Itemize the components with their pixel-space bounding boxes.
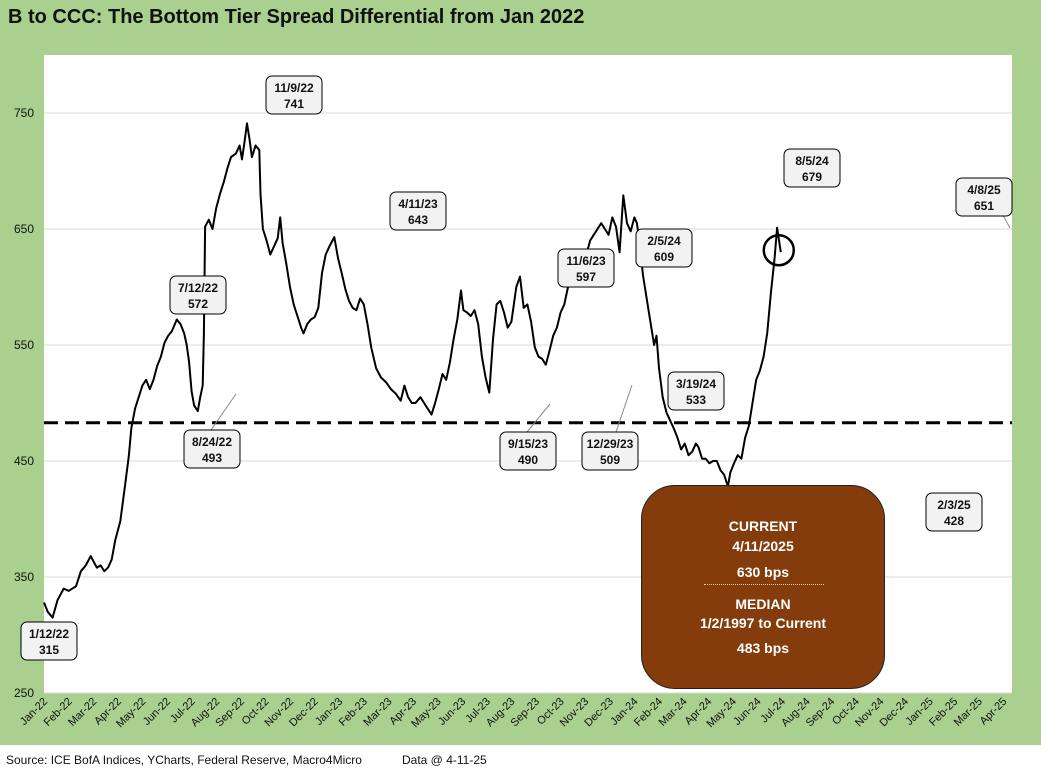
callout-box [557, 248, 615, 288]
callout-date: 8/5/24 [795, 154, 829, 168]
callout-date: 2/3/25 [937, 498, 971, 512]
chart-title: B to CCC: The Bottom Tier Spread Differe… [8, 6, 585, 28]
callout-box [265, 75, 323, 115]
callout-value: 741 [284, 97, 304, 111]
y-tick-label: 650 [14, 222, 34, 236]
callout-value: 643 [408, 213, 428, 227]
data-date-note: Data @ 4-11-25 [402, 753, 487, 767]
callout-date: 4/11/23 [398, 197, 438, 211]
callout-value: 490 [518, 453, 538, 467]
info-box: CURRENT 4/11/2025 630 bps MEDIAN 1/2/199… [641, 485, 885, 689]
callout-value: 493 [202, 451, 222, 465]
callout-value: 428 [944, 514, 964, 528]
chart-frame: B to CCC: The Bottom Tier Spread Differe… [0, 0, 1041, 745]
callout-value: 597 [576, 270, 596, 284]
x-tick-label: Apr-25 [978, 696, 1010, 728]
callout-date: 9/15/23 [508, 437, 548, 451]
callout-date: 4/8/25 [967, 183, 1001, 197]
callout-box [955, 177, 1013, 217]
current-label: CURRENT [728, 518, 798, 534]
source-note: Source: ICE BofA Indices, YCharts, Feder… [6, 753, 362, 767]
median-value: 483 bps [736, 640, 790, 656]
callout-date: 12/29/23 [587, 437, 634, 451]
callout-value: 315 [39, 643, 59, 657]
median-label: MEDIAN [735, 596, 791, 612]
callout-date: 1/12/22 [29, 627, 69, 641]
callout-value: 651 [974, 199, 994, 213]
footer: Source: ICE BofA Indices, YCharts, Feder… [0, 745, 1041, 775]
current-date: 4/11/2025 [732, 538, 794, 554]
line-chart: 250350450550650750Jan-22Feb-22Mar-22Apr-… [14, 75, 1013, 730]
callout-date: 7/12/22 [178, 281, 218, 295]
callout-date: 2/5/24 [647, 234, 681, 248]
y-tick-label: 550 [14, 338, 34, 352]
callout-date: 11/9/22 [274, 81, 314, 95]
callout-box [581, 431, 639, 471]
callout-box [667, 371, 725, 411]
callout-value: 609 [654, 250, 674, 264]
info-divider [704, 584, 824, 585]
callout-box [389, 191, 447, 231]
series-line [43, 122, 782, 619]
current-marker [762, 233, 796, 267]
callout-leader [615, 384, 633, 433]
current-value: 630 bps [736, 564, 790, 580]
callout-box [20, 621, 78, 661]
callout-value: 572 [188, 297, 208, 311]
callout-value: 679 [802, 170, 822, 184]
callout-box [499, 431, 557, 471]
callout-box [925, 492, 983, 532]
callout-box [183, 429, 241, 469]
callout-leader [210, 393, 237, 431]
callout-date: 3/19/24 [676, 377, 716, 391]
callout-box [635, 228, 693, 268]
callout-date: 11/6/23 [566, 254, 606, 268]
callout-box [783, 148, 841, 188]
callout-value: 509 [600, 453, 620, 467]
x-tick-label: Jun-24 [731, 696, 763, 728]
y-tick-label: 450 [14, 454, 34, 468]
y-tick-label: 750 [14, 106, 34, 120]
callout-date: 8/24/22 [192, 435, 232, 449]
median-range: 1/2/1997 to Current [699, 615, 827, 631]
y-tick-label: 250 [14, 686, 34, 700]
callout-value: 533 [686, 393, 706, 407]
callout-leader [526, 403, 551, 433]
x-tick-label: Jun-23 [436, 696, 468, 728]
callout-box [169, 275, 227, 315]
x-tick-label: Jun-22 [141, 696, 173, 728]
y-tick-label: 350 [14, 570, 34, 584]
